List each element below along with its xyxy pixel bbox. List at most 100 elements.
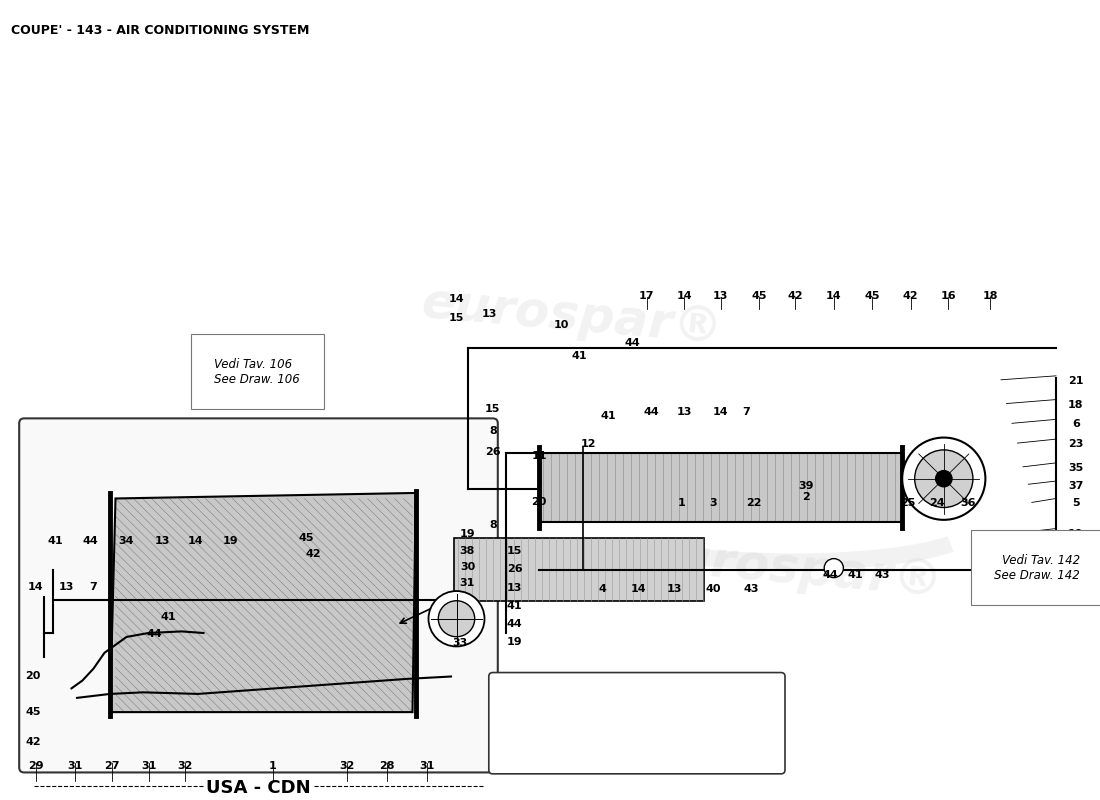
Text: sono completi di guarnizioni: sono completi di guarnizioni <box>499 698 692 708</box>
Text: 14: 14 <box>676 291 692 301</box>
Circle shape <box>935 470 953 487</box>
Circle shape <box>915 450 972 507</box>
Circle shape <box>824 558 844 578</box>
Text: 28: 28 <box>379 761 395 771</box>
Text: 31: 31 <box>419 761 435 771</box>
Text: 26: 26 <box>485 447 501 457</box>
Text: 4: 4 <box>598 584 607 594</box>
Text: 29: 29 <box>29 761 44 771</box>
Text: 8: 8 <box>488 426 497 436</box>
Text: 43: 43 <box>874 570 890 580</box>
Text: 11: 11 <box>531 451 547 461</box>
Text: 36: 36 <box>960 498 976 509</box>
Text: 13: 13 <box>155 536 170 546</box>
Text: 41: 41 <box>848 570 864 580</box>
Text: 5: 5 <box>1072 498 1079 509</box>
Text: Vedi Tav. 106
See Draw. 106: Vedi Tav. 106 See Draw. 106 <box>214 358 300 386</box>
Text: 13: 13 <box>507 583 522 593</box>
Text: 27: 27 <box>104 761 120 771</box>
Text: 15: 15 <box>507 546 522 556</box>
Text: 20: 20 <box>25 671 41 681</box>
FancyBboxPatch shape <box>19 418 498 773</box>
Text: 14: 14 <box>826 291 842 301</box>
Text: 12: 12 <box>581 439 596 449</box>
Text: 41: 41 <box>47 536 63 546</box>
Text: 41: 41 <box>161 612 176 622</box>
Text: 45: 45 <box>25 706 41 717</box>
Text: 34: 34 <box>119 536 134 546</box>
Circle shape <box>993 546 1026 578</box>
Text: Vedi Tav. 142
See Draw. 142: Vedi Tav. 142 See Draw. 142 <box>994 554 1080 582</box>
Text: 31: 31 <box>67 761 82 771</box>
Text: 18: 18 <box>1068 399 1084 410</box>
Text: 41: 41 <box>601 411 616 422</box>
Text: 13: 13 <box>58 582 74 592</box>
Text: 31: 31 <box>141 761 156 771</box>
Text: 21: 21 <box>1068 376 1084 386</box>
Text: 1: 1 <box>268 761 277 771</box>
Text: 13: 13 <box>482 309 497 318</box>
Text: 40: 40 <box>1068 548 1084 558</box>
Text: 42: 42 <box>25 738 41 747</box>
Text: 7: 7 <box>741 407 750 418</box>
Text: 19: 19 <box>460 529 475 538</box>
Text: 44: 44 <box>146 629 162 639</box>
Text: 44: 44 <box>507 618 522 629</box>
Text: 44: 44 <box>823 570 838 580</box>
Text: 19: 19 <box>1068 529 1084 538</box>
Text: are complete of gaskets: are complete of gaskets <box>499 732 670 742</box>
Text: COUPE' - 143 - AIR CONDITIONING SYSTEM: COUPE' - 143 - AIR CONDITIONING SYSTEM <box>11 24 309 37</box>
Text: 10: 10 <box>553 321 569 330</box>
Text: 42: 42 <box>306 549 321 559</box>
Text: 37: 37 <box>1068 481 1084 491</box>
Text: 45: 45 <box>865 291 880 301</box>
Text: 20: 20 <box>531 497 547 507</box>
Text: 32: 32 <box>177 761 192 771</box>
Text: 13: 13 <box>713 291 728 301</box>
Text: 8: 8 <box>488 520 497 530</box>
Text: 44: 44 <box>625 338 640 348</box>
Polygon shape <box>110 493 416 712</box>
Text: 33: 33 <box>452 638 468 648</box>
Text: 44: 44 <box>644 407 659 418</box>
Text: 13: 13 <box>667 584 682 594</box>
Text: 18: 18 <box>982 291 998 301</box>
Text: 45: 45 <box>298 534 314 543</box>
Text: 31: 31 <box>460 578 475 588</box>
Text: 3: 3 <box>710 498 716 509</box>
Text: eurospar®: eurospar® <box>419 279 725 354</box>
Text: 13: 13 <box>676 407 692 418</box>
Text: 35: 35 <box>1068 463 1084 473</box>
Circle shape <box>902 438 986 520</box>
Circle shape <box>438 601 475 637</box>
Text: 39: 39 <box>799 481 814 491</box>
Text: 45: 45 <box>751 291 767 301</box>
Text: 1: 1 <box>678 498 686 509</box>
Text: 30: 30 <box>460 562 475 572</box>
Text: 40: 40 <box>705 584 720 594</box>
FancyBboxPatch shape <box>488 673 785 774</box>
Circle shape <box>429 591 484 646</box>
Text: 15: 15 <box>485 403 501 414</box>
Text: NOTE: pipes pos. 4, 5, 6, 7, 8, 9, 33, 34: NOTE: pipes pos. 4, 5, 6, 7, 8, 9, 33, 3… <box>499 718 739 728</box>
Text: 24: 24 <box>930 498 945 509</box>
Polygon shape <box>454 538 704 602</box>
Text: 41: 41 <box>507 602 522 611</box>
Text: 19: 19 <box>223 536 239 546</box>
Text: 32: 32 <box>339 761 354 771</box>
Text: 42: 42 <box>903 291 918 301</box>
Text: 38: 38 <box>460 546 475 556</box>
Text: eurospar®: eurospar® <box>639 533 945 606</box>
Text: 26: 26 <box>507 564 522 574</box>
Text: 7: 7 <box>89 582 98 592</box>
Text: 23: 23 <box>1068 439 1084 449</box>
Polygon shape <box>539 453 902 522</box>
Text: 14: 14 <box>449 294 464 304</box>
Text: 42: 42 <box>788 291 803 301</box>
Text: 16: 16 <box>940 291 956 301</box>
Text: N.B.: i tubi pos. 4, 5, 6, 7, 8, 9, 33, 34: N.B.: i tubi pos. 4, 5, 6, 7, 8, 9, 33, … <box>499 685 730 694</box>
Text: 41: 41 <box>572 350 587 361</box>
Text: 2: 2 <box>802 492 811 502</box>
Text: 14: 14 <box>713 407 728 418</box>
Text: 19: 19 <box>507 637 522 647</box>
